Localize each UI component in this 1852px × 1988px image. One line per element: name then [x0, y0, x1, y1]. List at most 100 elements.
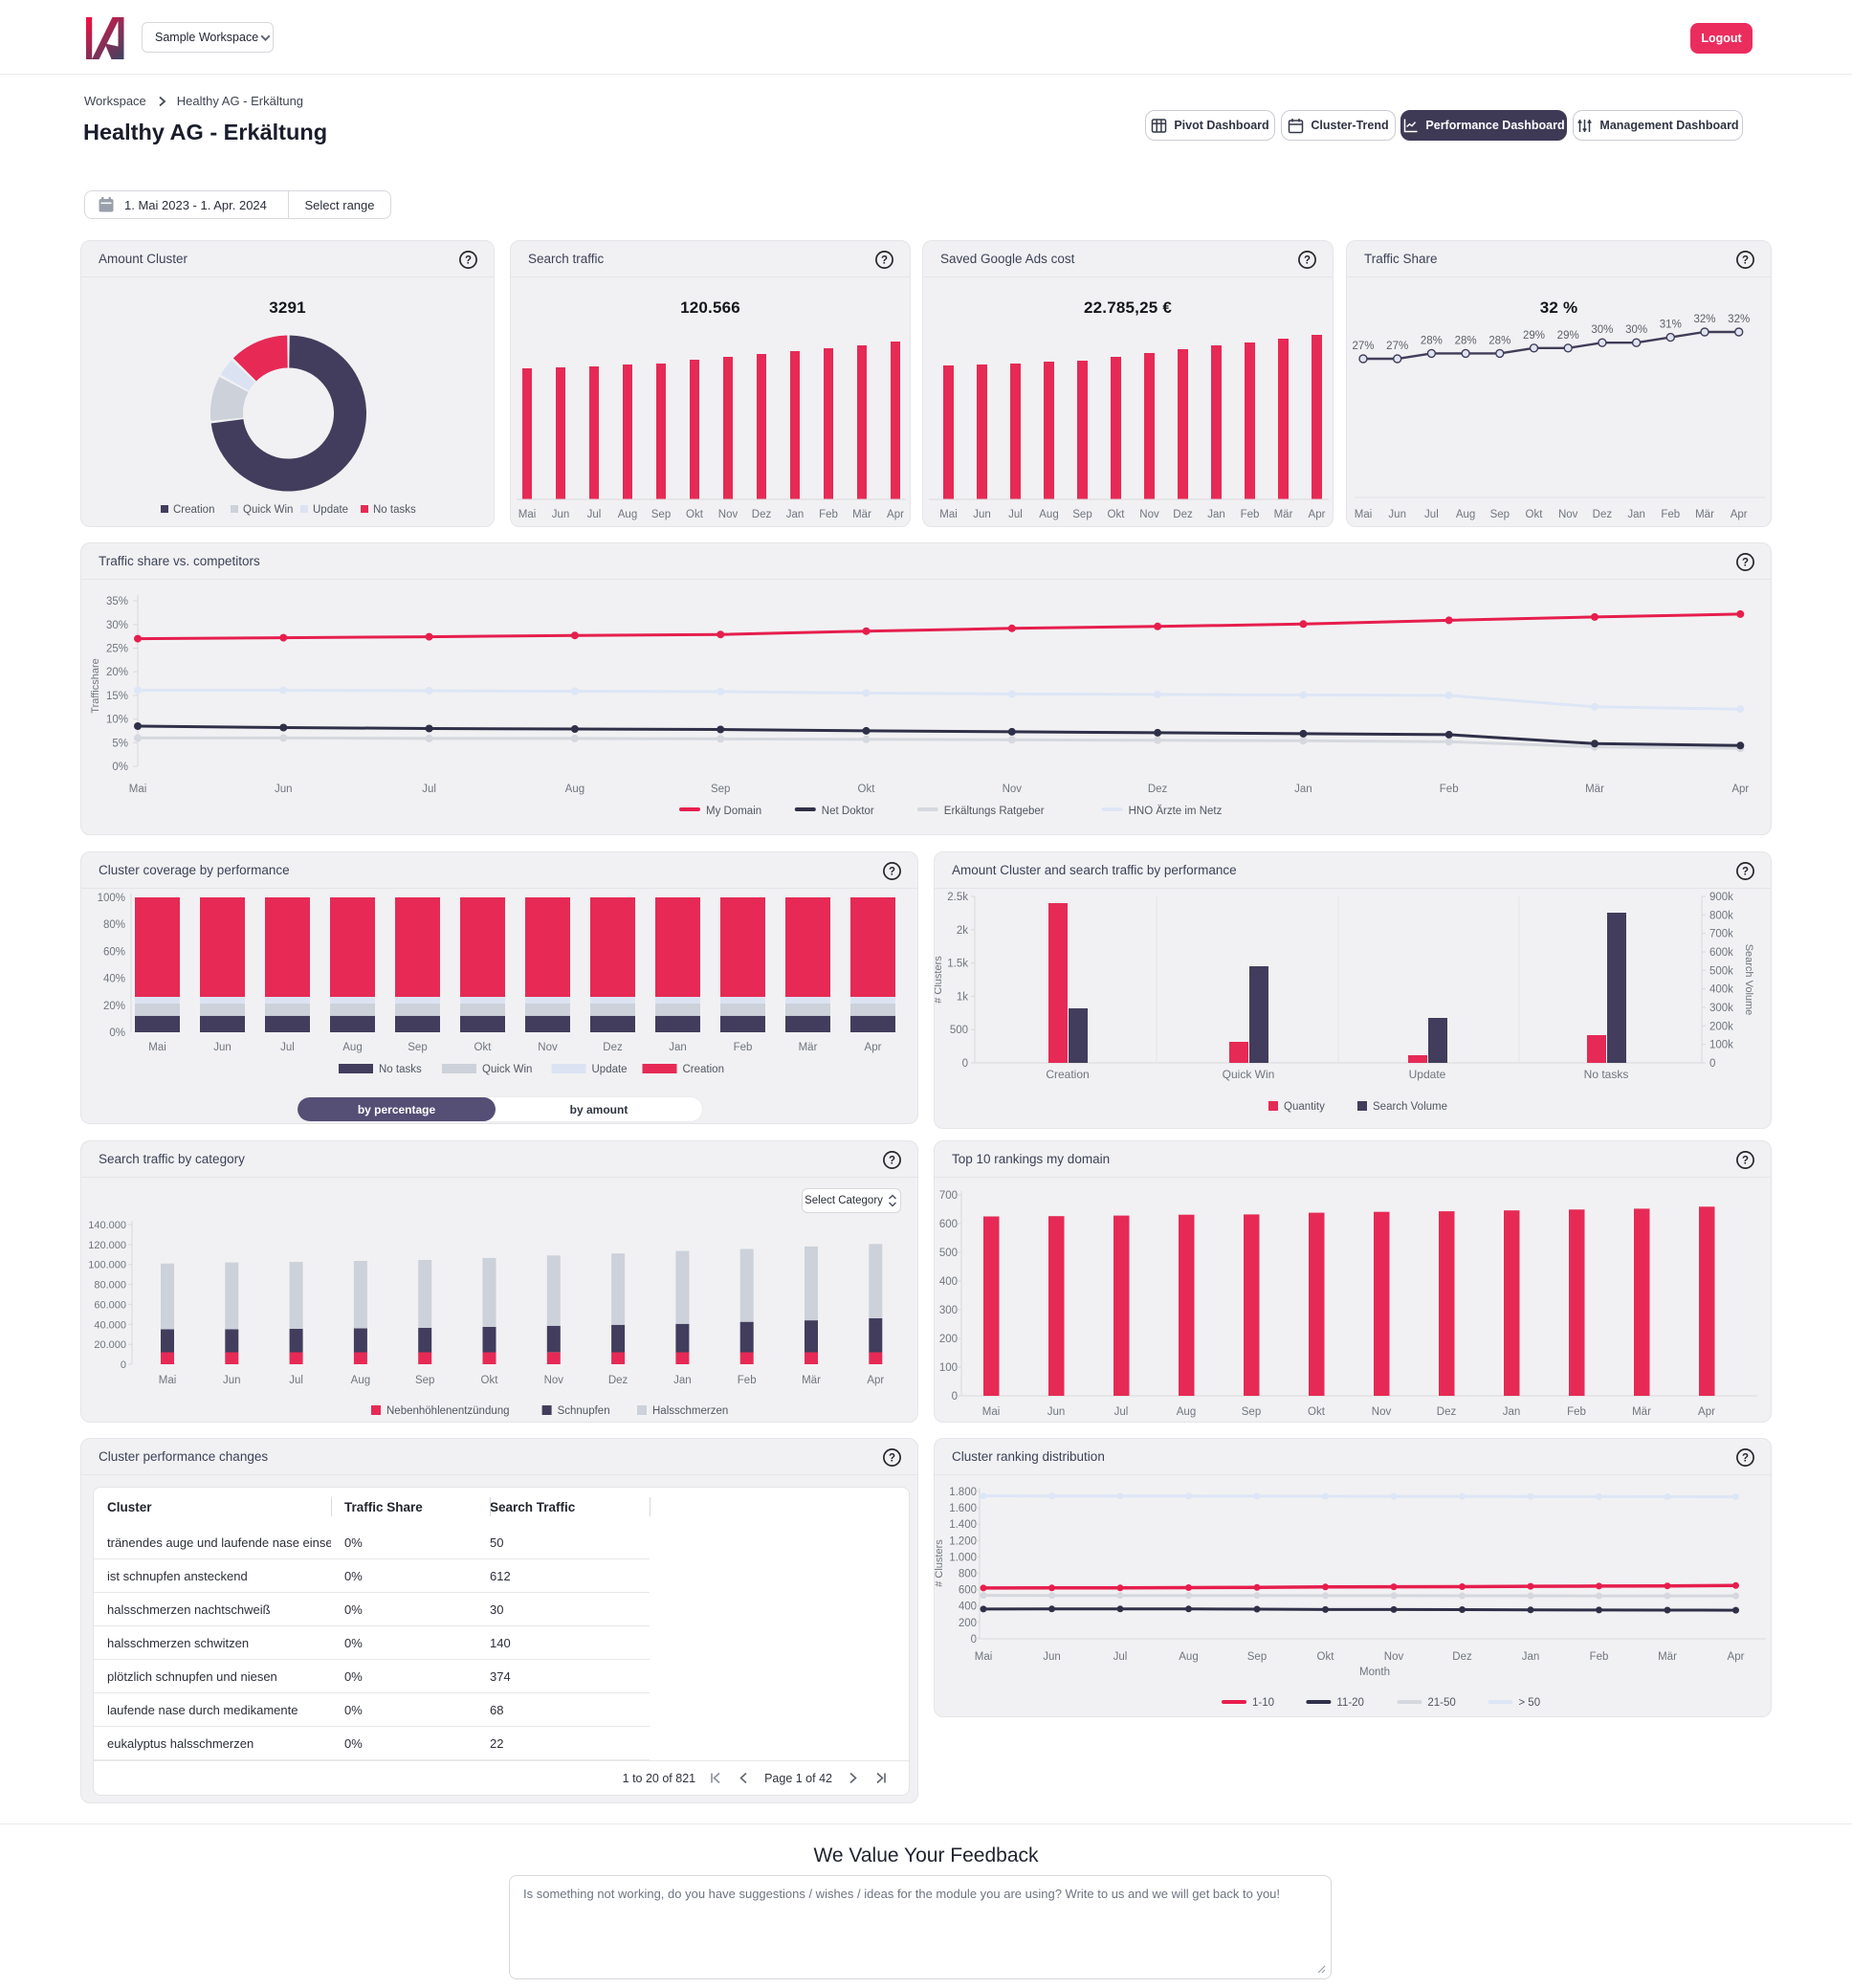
svg-text:Mär: Mär — [1274, 509, 1293, 520]
svg-text:30%: 30% — [1625, 324, 1647, 336]
svg-text:100.000: 100.000 — [88, 1260, 126, 1271]
svg-text:Apr: Apr — [1731, 509, 1748, 520]
svg-text:Sep: Sep — [1490, 509, 1510, 520]
svg-text:Dez: Dez — [1452, 1651, 1472, 1663]
svg-text:10%: 10% — [106, 715, 128, 726]
svg-text:No tasks: No tasks — [1584, 1068, 1629, 1081]
svg-text:Nov: Nov — [1003, 784, 1023, 795]
svg-text:Aug: Aug — [1177, 1406, 1196, 1418]
svg-text:Jan: Jan — [669, 1042, 687, 1053]
svg-text:?: ? — [889, 867, 895, 878]
svg-text:29%: 29% — [1557, 330, 1579, 342]
svg-text:100%: 100% — [98, 893, 125, 904]
svg-text:700: 700 — [939, 1190, 958, 1202]
svg-text:Jan: Jan — [1207, 509, 1225, 520]
svg-text:Jun: Jun — [552, 509, 570, 520]
svg-text:Month: Month — [1359, 1667, 1390, 1678]
svg-text:Jan: Jan — [1627, 509, 1645, 520]
svg-text:31%: 31% — [1660, 320, 1682, 331]
svg-text:Jun: Jun — [973, 509, 991, 520]
svg-text:300k: 300k — [1709, 1003, 1733, 1014]
svg-text:?: ? — [1742, 867, 1749, 878]
svg-text:Okt: Okt — [1317, 1651, 1335, 1663]
svg-text:Jul: Jul — [1114, 1406, 1129, 1418]
svg-text:?: ? — [1304, 255, 1311, 267]
svg-text:40%: 40% — [103, 974, 125, 985]
svg-text:Jan: Jan — [786, 509, 805, 520]
svg-text:Sep: Sep — [1242, 1406, 1261, 1418]
svg-text:40.000: 40.000 — [94, 1319, 126, 1331]
svg-text:28%: 28% — [1488, 335, 1510, 346]
svg-text:Apr: Apr — [1309, 509, 1326, 520]
svg-text:1.400: 1.400 — [949, 1519, 977, 1531]
svg-text:My Domain: My Domain — [706, 806, 761, 817]
svg-text:800k: 800k — [1709, 910, 1733, 921]
svg-text:29%: 29% — [1523, 330, 1545, 342]
svg-text:600k: 600k — [1709, 947, 1733, 959]
svg-text:27%: 27% — [1386, 341, 1408, 352]
svg-text:Mai: Mai — [129, 784, 147, 795]
svg-text:Creation: Creation — [173, 504, 214, 516]
svg-text:?: ? — [1742, 255, 1749, 267]
svg-text:Aug: Aug — [1456, 509, 1475, 520]
svg-text:200k: 200k — [1709, 1021, 1733, 1032]
svg-text:0: 0 — [1709, 1058, 1715, 1070]
svg-text:Nov: Nov — [1558, 509, 1578, 520]
svg-text:1.000: 1.000 — [949, 1552, 977, 1563]
svg-text:Sep: Sep — [711, 784, 730, 795]
svg-text:Okt: Okt — [1526, 509, 1544, 520]
svg-text:Dez: Dez — [608, 1375, 628, 1386]
svg-text:900k: 900k — [1709, 892, 1733, 903]
svg-text:400k: 400k — [1709, 984, 1733, 996]
svg-text:200: 200 — [939, 1334, 958, 1345]
svg-text:0: 0 — [971, 1634, 977, 1646]
svg-text:Okt: Okt — [1308, 1406, 1326, 1418]
svg-text:Update: Update — [1409, 1068, 1446, 1081]
svg-text:5%: 5% — [112, 738, 128, 749]
svg-text:Apr: Apr — [1728, 1651, 1745, 1663]
svg-text:Dez: Dez — [1148, 784, 1168, 795]
svg-text:Jun: Jun — [1043, 1651, 1061, 1663]
svg-text:Okt: Okt — [686, 509, 704, 520]
svg-text:Dez: Dez — [752, 509, 772, 520]
svg-text:Sep: Sep — [415, 1375, 434, 1386]
svg-text:?: ? — [1742, 1453, 1749, 1465]
svg-text:2.5k: 2.5k — [947, 892, 968, 903]
svg-text:Okt: Okt — [474, 1042, 493, 1053]
svg-text:Jun: Jun — [1388, 509, 1406, 520]
svg-text:Jun: Jun — [213, 1042, 232, 1053]
svg-text:# Clusters: # Clusters — [935, 956, 944, 1004]
svg-text:Jun: Jun — [1047, 1406, 1066, 1418]
svg-text:Sep: Sep — [651, 509, 671, 520]
svg-text:Nov: Nov — [1384, 1651, 1404, 1663]
svg-text:20%: 20% — [106, 667, 128, 678]
svg-text:Net Doktor: Net Doktor — [822, 806, 874, 817]
svg-text:100k: 100k — [1709, 1040, 1733, 1051]
svg-text:500: 500 — [950, 1025, 968, 1036]
svg-text:Nov: Nov — [1139, 509, 1159, 520]
svg-text:Dez: Dez — [1173, 509, 1193, 520]
svg-text:Aug: Aug — [342, 1042, 362, 1053]
svg-text:Dez: Dez — [1437, 1406, 1457, 1418]
svg-text:32%: 32% — [1693, 314, 1715, 325]
svg-text:Quick Win: Quick Win — [482, 1064, 532, 1075]
svg-text:Feb: Feb — [1590, 1651, 1609, 1663]
svg-text:Mai: Mai — [159, 1375, 177, 1386]
svg-text:Feb: Feb — [1567, 1406, 1586, 1418]
svg-text:No tasks: No tasks — [379, 1064, 422, 1075]
svg-text:Apr: Apr — [1731, 784, 1749, 795]
svg-text:Aug: Aug — [351, 1375, 370, 1386]
svg-text:Trafficshare: Trafficshare — [90, 658, 101, 713]
svg-text:Dez: Dez — [1593, 509, 1613, 520]
svg-text:11-20: 11-20 — [1336, 1697, 1364, 1709]
svg-text:Search Volume: Search Volume — [1743, 944, 1754, 1016]
svg-text:1-10: 1-10 — [1252, 1697, 1274, 1709]
svg-text:Feb: Feb — [738, 1375, 757, 1386]
svg-text:Okt: Okt — [481, 1375, 499, 1386]
svg-text:0: 0 — [121, 1359, 126, 1371]
svg-text:Jul: Jul — [289, 1375, 303, 1386]
svg-text:32%: 32% — [1728, 314, 1750, 325]
svg-text:Creation: Creation — [683, 1064, 724, 1075]
svg-text:20.000: 20.000 — [94, 1339, 126, 1351]
svg-text:Jul: Jul — [280, 1042, 295, 1053]
